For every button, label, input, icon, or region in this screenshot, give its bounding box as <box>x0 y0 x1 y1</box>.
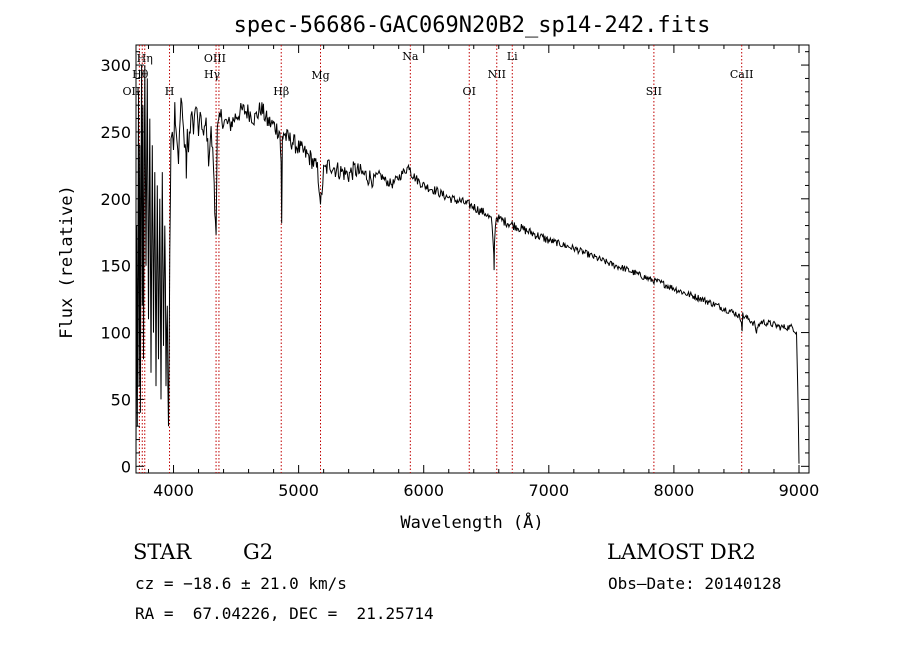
spectrum-line <box>135 65 800 464</box>
y-tick-label-6: 300 <box>100 56 131 75</box>
marker-label-12: SII <box>646 85 662 98</box>
object-class: STAR <box>133 540 192 564</box>
marker-label-8: Na <box>402 50 419 63</box>
plot-frame <box>135 44 810 474</box>
y-tick-label-1: 50 <box>111 390 131 409</box>
spectral-subclass: G2 <box>243 540 274 564</box>
x-tick-label-4: 8000 <box>654 481 695 500</box>
observation-date: Obs–Date: 20140128 <box>608 574 782 593</box>
marker-label-0: OII <box>123 85 141 98</box>
marker-label-6: Hβ <box>273 85 289 98</box>
marker-label-4: OIII <box>204 52 226 65</box>
marker-label-9: OI <box>463 85 476 98</box>
x-tick-label-0: 4000 <box>153 481 194 500</box>
marker-label-1: Hθ <box>132 68 149 81</box>
y-tick-label-2: 100 <box>100 324 131 343</box>
marker-label-10: NII <box>488 68 506 81</box>
y-tick-label-5: 250 <box>100 123 131 142</box>
y-tick-label-0: 0 <box>121 457 131 476</box>
marker-label-5: Hγ <box>204 68 221 81</box>
marker-label-11: Li <box>507 50 518 63</box>
coordinates: RA = 67.04226, DEC = 21.25714 <box>135 604 434 623</box>
x-axis-title: Wavelength (Å) <box>400 511 543 533</box>
marker-label-2: Hη <box>137 52 153 65</box>
axis-ticks: 4000 5000 6000 7000 8000 9000 0 50 100 150 200 250 3… <box>100 45 819 500</box>
x-tick-label-2: 6000 <box>403 481 444 500</box>
x-tick-label-3: 7000 <box>528 481 569 500</box>
marker-label-3: H <box>165 85 175 98</box>
y-tick-label-3: 150 <box>100 257 131 276</box>
chart-title: spec-56686-GAC069N20B2_sp14-242.fits <box>234 13 711 38</box>
x-tick-label-1: 5000 <box>278 481 319 500</box>
y-axis-title: Flux (relative) <box>57 185 77 339</box>
redshift-value: cz = −18.6 ± 21.0 km/s <box>135 574 347 593</box>
x-tick-label-5: 9000 <box>779 481 820 500</box>
marker-label-7: Mg <box>311 69 329 82</box>
y-tick-label-4: 200 <box>100 190 131 209</box>
survey-name: LAMOST DR2 <box>607 540 756 564</box>
marker-label-13: CaII <box>730 68 754 81</box>
